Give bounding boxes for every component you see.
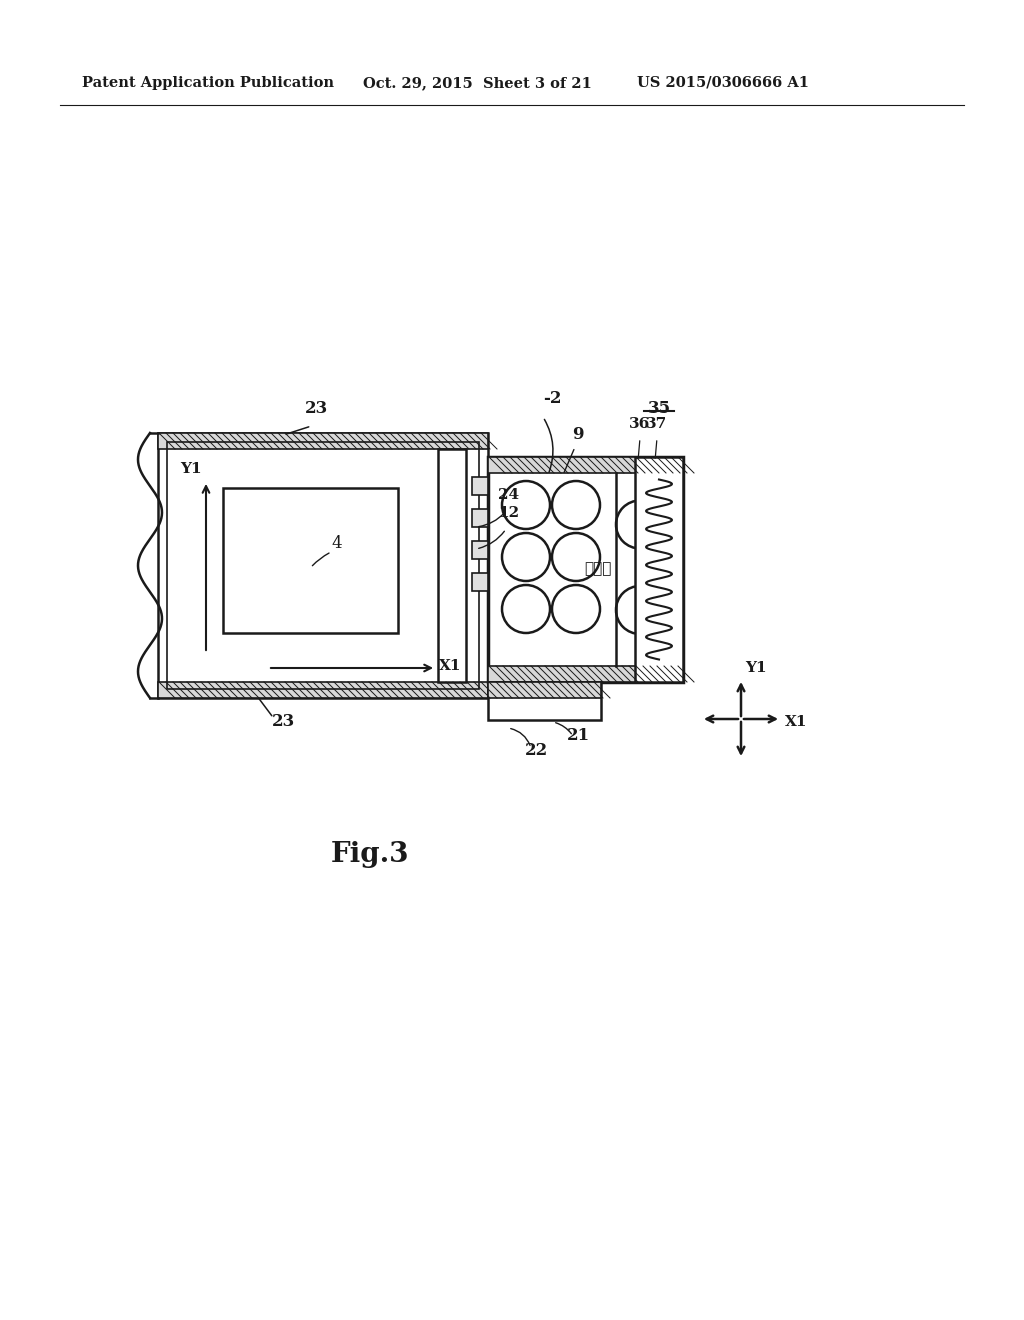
Text: 21: 21 bbox=[566, 727, 590, 744]
Bar bbox=[223, 488, 398, 634]
Text: Fig.3: Fig.3 bbox=[331, 842, 410, 869]
Text: 24: 24 bbox=[498, 488, 519, 502]
FancyArrowPatch shape bbox=[545, 420, 553, 473]
Circle shape bbox=[552, 585, 600, 634]
Bar bbox=[158, 433, 488, 698]
Text: 12: 12 bbox=[498, 506, 519, 520]
FancyArrowPatch shape bbox=[511, 729, 530, 746]
Circle shape bbox=[552, 533, 600, 581]
Text: 37: 37 bbox=[646, 417, 668, 432]
FancyArrowPatch shape bbox=[478, 531, 505, 548]
Text: Patent Application Publication: Patent Application Publication bbox=[82, 77, 334, 90]
Text: 36: 36 bbox=[630, 417, 650, 432]
Bar bbox=[488, 457, 683, 682]
Circle shape bbox=[502, 533, 550, 581]
Text: Oct. 29, 2015  Sheet 3 of 21: Oct. 29, 2015 Sheet 3 of 21 bbox=[362, 77, 592, 90]
Text: -2: -2 bbox=[543, 389, 561, 407]
Circle shape bbox=[502, 585, 550, 634]
Circle shape bbox=[502, 480, 550, 529]
Bar bbox=[635, 457, 683, 682]
Bar bbox=[488, 457, 683, 473]
Bar bbox=[167, 442, 479, 689]
Bar bbox=[472, 510, 488, 527]
Text: 22: 22 bbox=[524, 742, 548, 759]
Bar bbox=[158, 433, 488, 449]
Bar bbox=[472, 477, 488, 495]
Text: X1: X1 bbox=[439, 659, 462, 673]
Text: US 2015/0306666 A1: US 2015/0306666 A1 bbox=[637, 77, 809, 90]
Text: 23: 23 bbox=[305, 400, 328, 417]
Circle shape bbox=[552, 480, 600, 529]
FancyArrowPatch shape bbox=[479, 513, 504, 527]
Circle shape bbox=[616, 586, 664, 634]
Text: ・・・: ・・・ bbox=[585, 562, 611, 577]
Bar bbox=[438, 449, 466, 682]
Text: Y1: Y1 bbox=[180, 462, 202, 477]
Text: X1: X1 bbox=[785, 715, 808, 729]
Text: 9: 9 bbox=[572, 426, 584, 444]
Bar bbox=[472, 573, 488, 591]
Bar bbox=[488, 682, 601, 719]
Bar bbox=[488, 682, 601, 698]
FancyArrowPatch shape bbox=[556, 723, 571, 734]
Text: 35: 35 bbox=[647, 400, 671, 417]
Bar bbox=[472, 541, 488, 558]
Circle shape bbox=[616, 500, 664, 549]
Text: 23: 23 bbox=[271, 713, 295, 730]
Text: Y1: Y1 bbox=[745, 661, 767, 675]
FancyArrowPatch shape bbox=[312, 553, 329, 566]
Bar bbox=[158, 682, 488, 698]
Bar bbox=[488, 667, 683, 682]
Text: 4: 4 bbox=[332, 535, 342, 552]
